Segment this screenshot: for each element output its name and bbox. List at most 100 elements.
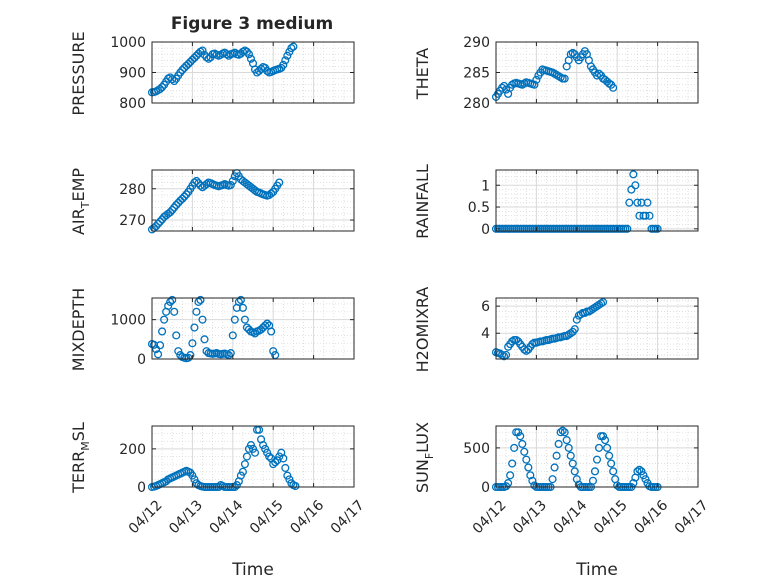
data-point: [176, 68, 185, 77]
data-point: [641, 211, 650, 220]
data-point: [192, 307, 201, 316]
data-point: [601, 436, 610, 445]
data-point: [594, 69, 604, 78]
data-point: [522, 346, 531, 355]
data-point: [635, 465, 644, 474]
data-point: [154, 350, 163, 359]
data-point: [653, 224, 662, 233]
data-point: [607, 459, 616, 468]
y-tick-label: 0: [137, 480, 146, 496]
data-point: [512, 335, 521, 345]
data-point: [633, 198, 642, 207]
data-point: [192, 176, 201, 185]
data-point: [510, 443, 519, 452]
data-point: [629, 479, 638, 488]
data-point: [568, 459, 577, 468]
data-point: [158, 83, 167, 92]
data-point: [190, 475, 199, 484]
data-point: [560, 428, 569, 437]
data-point: [184, 59, 193, 69]
data-point: [168, 205, 177, 215]
data-point: [637, 198, 646, 207]
y-tick-label: 290: [463, 35, 490, 51]
data-point: [283, 51, 292, 60]
data-point: [500, 352, 509, 361]
y-tick-label: 1: [481, 178, 490, 194]
data-point: [250, 448, 260, 457]
data-point: [271, 458, 280, 467]
data-point: [572, 475, 581, 484]
x-axis-label: Time: [575, 560, 618, 580]
data-point: [222, 50, 231, 59]
data-point: [625, 198, 634, 207]
data-point: [609, 83, 618, 92]
y-tick-label: 0.5: [468, 200, 490, 216]
data-point: [261, 444, 270, 453]
subplot-theta: 280 285 290 THETA: [413, 35, 699, 112]
data-point: [279, 454, 288, 463]
data-point: [238, 303, 247, 312]
series: [147, 42, 298, 97]
data-point: [562, 436, 571, 445]
data-point: [609, 467, 618, 476]
data-point: [639, 471, 648, 480]
data-point: [172, 200, 181, 210]
series: [147, 295, 280, 363]
subplot-pressure: 800 900 1000 PRESSURE: [69, 31, 355, 116]
data-point: [556, 428, 565, 437]
subplot-air-temp: 270 280 AIRTEMP: [69, 168, 355, 235]
y-tick-label: 280: [463, 96, 490, 112]
data-point: [238, 467, 247, 476]
data-point: [186, 351, 195, 360]
data-point: [504, 479, 513, 488]
data-point: [236, 295, 245, 305]
data-point: [637, 467, 646, 476]
data-point: [564, 443, 573, 452]
y-axis-label: PRESSURE: [69, 31, 88, 115]
y-tick-label: 1000: [110, 35, 146, 51]
y-axis-label: RAINFALL: [413, 164, 432, 239]
data-point: [271, 351, 280, 360]
data-point: [265, 452, 274, 461]
data-point: [566, 329, 575, 338]
data-point: [516, 432, 525, 441]
axes-box: [151, 297, 355, 360]
y-tick-label: 285: [463, 66, 490, 82]
data-point: [631, 181, 640, 190]
y-tick-label: 900: [119, 66, 146, 82]
data-point: [514, 428, 523, 437]
data-point: [291, 481, 300, 491]
figure-title: Figure 3 medium: [171, 14, 333, 34]
data-point: [279, 60, 288, 69]
data-point: [560, 74, 569, 83]
data-point: [178, 66, 187, 75]
data-point: [283, 471, 292, 480]
data-point: [281, 56, 290, 65]
data-point: [524, 463, 533, 472]
subplot-mixdepth: 0 1000 MIXDEPTH: [69, 288, 355, 371]
series: [491, 47, 618, 101]
data-point: [635, 211, 644, 220]
data-point: [174, 347, 183, 356]
y-axis-label: MIXDEPTH: [69, 288, 88, 371]
data-point: [554, 439, 563, 449]
data-point: [623, 224, 632, 233]
data-point: [151, 222, 161, 231]
data-point: [160, 315, 169, 324]
y-tick-label: 200: [119, 442, 146, 458]
data-point: [552, 451, 561, 460]
data-point: [263, 66, 272, 76]
data-point: [526, 471, 535, 480]
data-point: [267, 189, 276, 198]
data-point: [287, 44, 296, 53]
x-axis-label: Time: [231, 560, 274, 580]
data-point: [641, 475, 650, 484]
data-point: [164, 301, 173, 310]
data-point: [518, 439, 527, 449]
data-point: [550, 463, 559, 472]
data-point: [176, 196, 185, 205]
y-tick-label: 280: [119, 182, 146, 198]
data-point: [244, 444, 254, 453]
data-point: [498, 350, 507, 359]
